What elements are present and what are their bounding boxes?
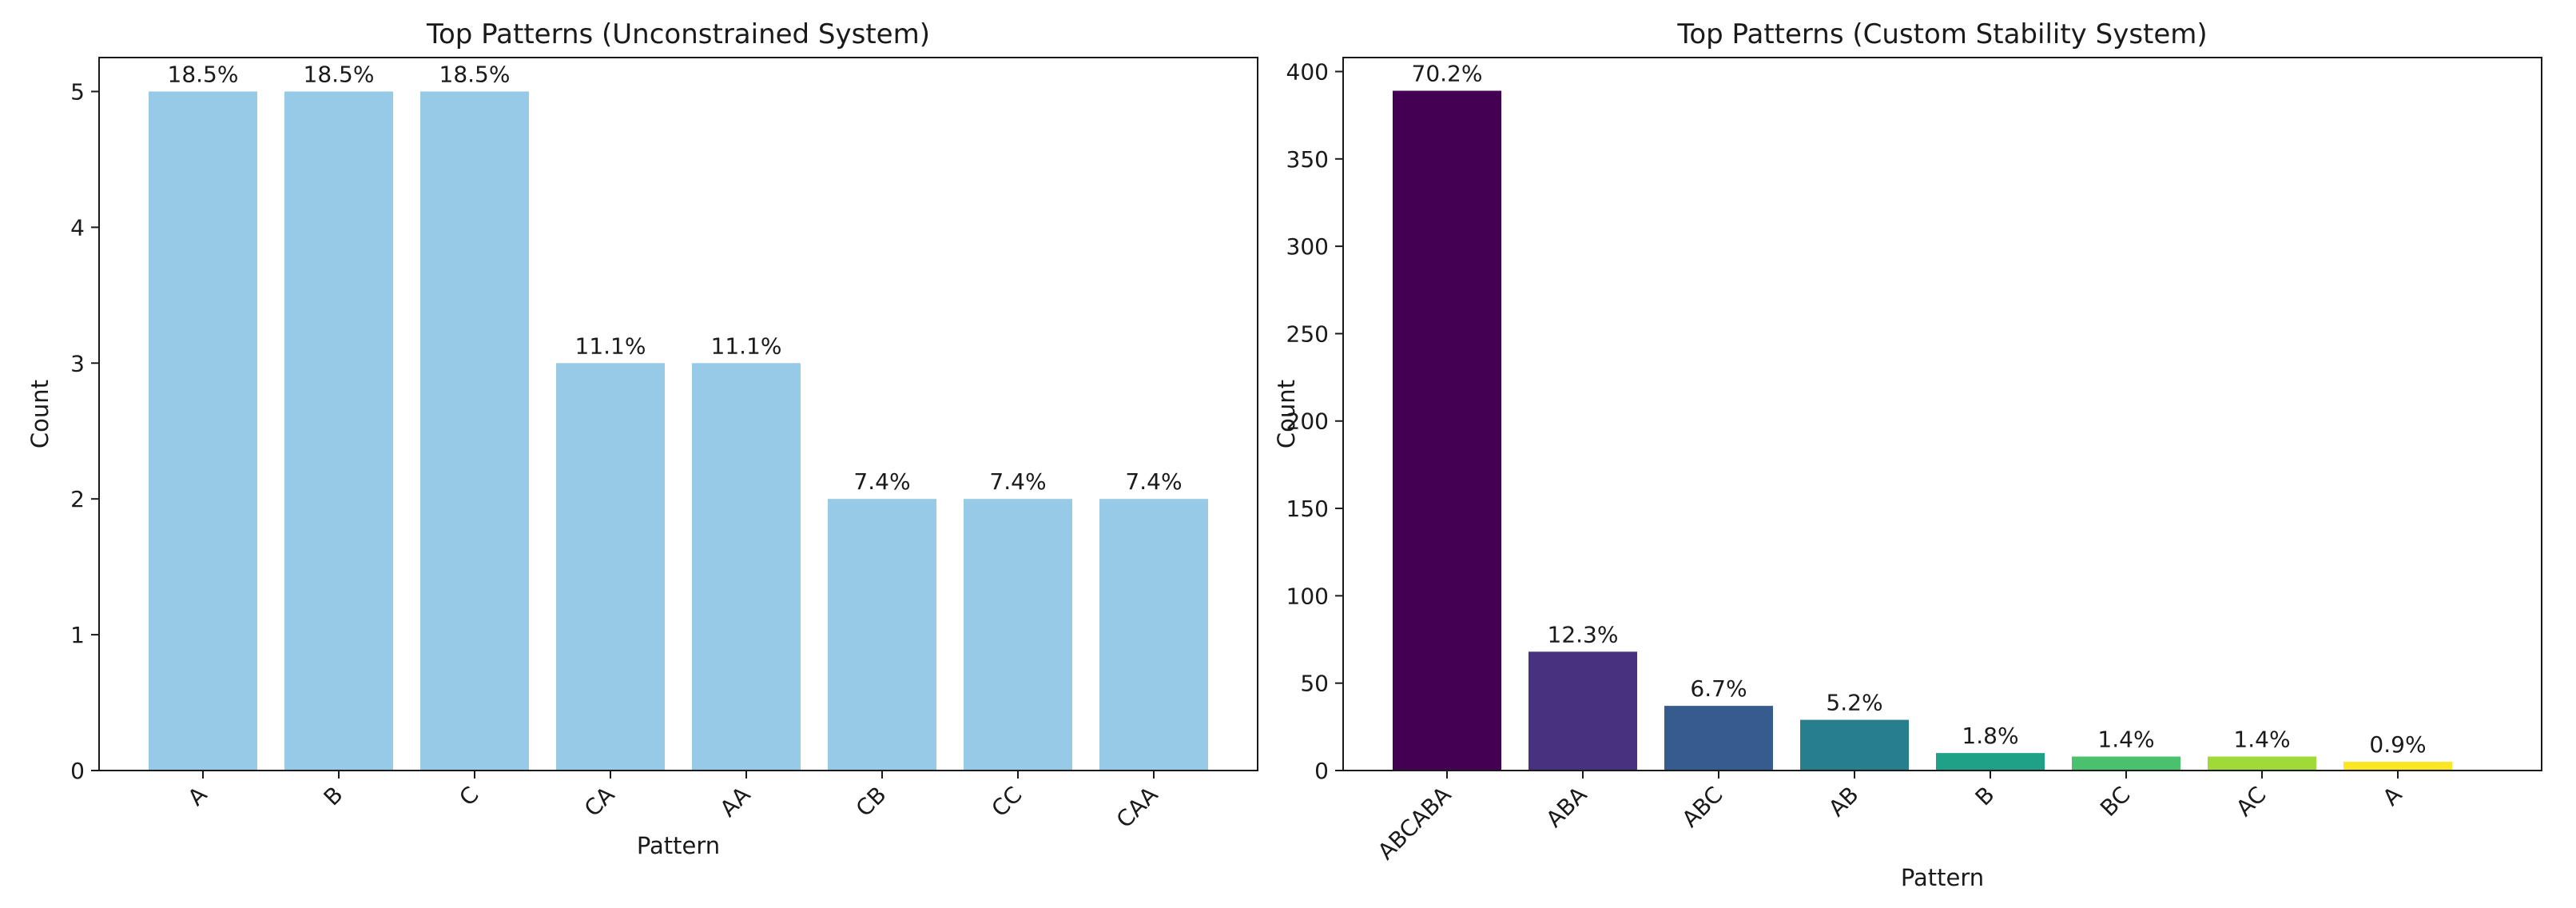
data-label: 1.8%	[1962, 723, 2018, 749]
bar-cb	[828, 499, 936, 771]
y-tick-label: 350	[1286, 146, 1329, 173]
data-label: 70.2%	[1412, 61, 1483, 87]
chart-panel-2: Top Patterns (Custom Stability System) 70…	[1273, 18, 2542, 891]
y-tick-label: 0	[70, 758, 85, 784]
bar-a	[2343, 762, 2452, 771]
y-tick-label: 2	[70, 486, 85, 512]
x-tick-label: CA	[579, 782, 620, 822]
data-label: 7.4%	[989, 468, 1046, 495]
bar-ab	[1800, 719, 1909, 771]
x-tick-label: ABC	[1677, 782, 1728, 833]
data-label: 18.5%	[168, 61, 239, 87]
bar-caa	[1099, 499, 1208, 771]
y-tick-label: 100	[1286, 583, 1329, 609]
bar-abc	[1664, 706, 1773, 771]
x-tick-label: AA	[715, 782, 756, 822]
x-tick-label: A	[2378, 782, 2407, 811]
x-tick-label: CAA	[1111, 782, 1163, 834]
y-tick-label: 200	[1286, 408, 1329, 435]
data-label: 11.1%	[575, 333, 646, 359]
y-axis-label: Count	[1273, 380, 1300, 448]
x-tick-label: ABCABA	[1373, 782, 1457, 866]
y-tick-label: 300	[1286, 233, 1329, 260]
plot-frame	[98, 57, 1258, 771]
x-tick-label: CC	[987, 782, 1028, 822]
x-tick-label: A	[183, 782, 213, 811]
chart-title: Top Patterns (Custom Stability System)	[1676, 18, 2207, 50]
plot-frame	[1342, 57, 2542, 771]
x-axis-label: Pattern	[637, 832, 720, 859]
bar-aa	[692, 363, 801, 771]
bar-abcaba	[1393, 90, 1501, 771]
data-label: 1.4%	[2233, 727, 2290, 753]
data-label: 5.2%	[1826, 690, 1882, 716]
y-tick-label: 150	[1286, 496, 1329, 522]
x-tick-label: BC	[2095, 782, 2135, 822]
chart-title: Top Patterns (Unconstrained System)	[426, 18, 930, 50]
y-tick-label: 3	[70, 350, 85, 376]
data-label: 7.4%	[853, 468, 910, 495]
bar-ac	[2208, 756, 2316, 771]
data-label: 7.4%	[1125, 468, 1182, 495]
bar-ca	[556, 363, 665, 771]
data-label: 18.5%	[304, 61, 375, 87]
bar-aba	[1529, 651, 1637, 771]
data-label: 11.1%	[711, 333, 782, 359]
x-tick-label: AB	[1823, 782, 1863, 822]
data-label: 6.7%	[1690, 675, 1747, 702]
y-tick-label: 400	[1286, 58, 1329, 85]
y-tick-label: 1	[70, 622, 85, 648]
bar-a	[149, 91, 257, 771]
bar-bc	[2072, 756, 2180, 771]
y-tick-label: 0	[1314, 758, 1329, 784]
x-tick-label: CB	[851, 782, 892, 822]
x-tick-label: B	[1970, 782, 2000, 811]
chart-panel-1: Top Patterns (Unconstrained System) 18.5%…	[26, 18, 1258, 859]
y-tick-label: 5	[70, 78, 85, 105]
y-axis-label: Count	[26, 380, 54, 448]
x-tick-label: B	[319, 782, 348, 811]
data-label: 12.3%	[1548, 621, 1619, 647]
bar-cc	[964, 499, 1072, 771]
y-tick-label: 4	[70, 214, 85, 241]
y-tick-label: 250	[1286, 321, 1329, 347]
bar-c	[420, 91, 529, 771]
data-label: 1.4%	[2097, 727, 2154, 753]
x-tick-label: C	[454, 782, 483, 811]
x-tick-label: ABA	[1541, 782, 1592, 833]
x-axis-label: Pattern	[1901, 864, 1984, 891]
x-tick-label: AC	[2231, 782, 2271, 822]
y-tick-label: 50	[1300, 671, 1329, 697]
data-label: 18.5%	[439, 61, 511, 87]
bar-b	[1936, 753, 2045, 771]
bar-b	[284, 91, 393, 771]
data-label: 0.9%	[2369, 731, 2426, 758]
